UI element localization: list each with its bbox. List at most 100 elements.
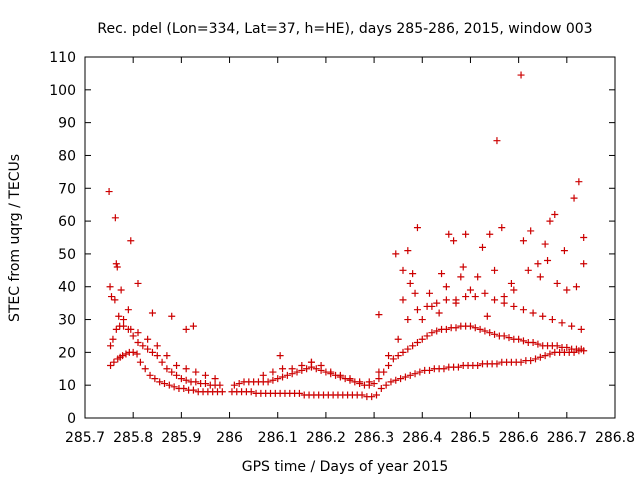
data-point-marker: [541, 240, 549, 248]
data-point-marker: [560, 247, 568, 255]
data-point-marker: [163, 365, 171, 373]
data-point-marker: [148, 309, 156, 317]
data-point-marker: [500, 293, 508, 301]
data-point-marker: [544, 256, 552, 264]
data-point-marker: [399, 266, 407, 274]
data-point-marker: [409, 270, 417, 278]
data-point-marker: [375, 368, 383, 376]
data-point-marker: [151, 375, 159, 383]
data-point-marker: [580, 260, 588, 268]
data-point-marker: [269, 368, 277, 376]
data-point-marker: [575, 178, 583, 186]
data-point-marker: [144, 335, 152, 343]
data-point-marker: [276, 352, 284, 360]
data-point-marker: [546, 350, 554, 358]
data-point-marker: [483, 312, 491, 320]
axis-ticks: 285.7 285.8 285.9 286 286.1 286.2 286.3 286.4 28…: [49, 50, 635, 446]
data-point-marker: [510, 302, 518, 310]
data-point-marker: [173, 371, 181, 379]
data-point-marker: [462, 293, 470, 301]
data-point-marker: [189, 386, 197, 394]
data-point-marker: [389, 355, 397, 363]
data-point-marker: [370, 380, 378, 388]
data-point-marker: [539, 312, 547, 320]
data-point-marker: [442, 325, 450, 333]
data-point-marker: [387, 378, 395, 386]
data-point-marker: [404, 247, 412, 255]
data-point-marker: [416, 368, 424, 376]
y-tick-label: 20: [58, 345, 76, 361]
data-point-marker: [283, 371, 291, 379]
data-point-marker: [392, 376, 400, 384]
data-point-marker: [558, 319, 566, 327]
data-point-marker: [358, 391, 366, 399]
data-point-marker: [409, 342, 417, 350]
data-point-marker: [541, 352, 549, 360]
data-point-marker: [274, 375, 282, 383]
data-point-marker: [527, 357, 535, 365]
data-point-marker: [173, 361, 181, 369]
data-point-marker: [110, 358, 118, 366]
data-point-marker: [399, 296, 407, 304]
data-point-marker: [532, 355, 539, 363]
data-point-marker: [158, 358, 166, 366]
data-point-marker: [134, 279, 142, 287]
data-point-marker: [510, 286, 518, 294]
data-point-marker: [580, 234, 588, 241]
data-point-marker: [529, 339, 537, 347]
data-point-marker: [553, 279, 561, 287]
data-point-marker: [570, 194, 578, 202]
data-point-marker: [346, 375, 354, 383]
data-point-marker: [546, 217, 554, 225]
data-point-marker: [426, 366, 433, 374]
data-point-marker: [120, 316, 128, 324]
data-point-marker: [418, 335, 426, 343]
data-point-marker: [486, 230, 494, 238]
data-point-marker: [168, 312, 176, 320]
data-point-marker: [177, 375, 185, 383]
data-point-marker: [442, 296, 450, 304]
y-axis-label: STEC from uqrg / TECUs: [7, 154, 23, 322]
data-point-marker: [529, 309, 537, 317]
data-point-marker: [264, 378, 272, 386]
data-point-marker: [563, 343, 571, 351]
data-point-marker: [107, 361, 115, 369]
data-point-marker: [111, 296, 119, 304]
data-point-marker: [457, 273, 465, 281]
data-point-marker: [129, 348, 137, 356]
data-point-marker: [134, 329, 142, 337]
y-tick-label: 100: [49, 83, 76, 99]
x-tick-label: 286: [216, 430, 243, 446]
data-point-marker: [156, 378, 164, 386]
data-point-marker: [392, 250, 400, 258]
data-point-marker: [136, 358, 144, 366]
data-point-marker: [119, 352, 127, 360]
data-point-marker: [577, 345, 585, 353]
data-point-marker: [394, 352, 402, 360]
data-point-marker: [106, 283, 114, 291]
data-point-marker: [113, 263, 121, 271]
data-point-marker: [295, 389, 303, 397]
y-tick-label: 30: [58, 313, 76, 329]
data-point-marker: [127, 237, 135, 245]
data-point-marker: [180, 384, 188, 392]
data-point-marker: [404, 316, 412, 324]
data-point-marker: [288, 365, 296, 373]
data-point-marker: [517, 71, 525, 79]
data-point-marker: [519, 237, 527, 245]
data-point-marker: [293, 368, 301, 376]
data-point-marker: [397, 375, 405, 383]
data-point-marker: [317, 361, 325, 369]
data-point-marker: [112, 325, 120, 333]
y-tick-label: 70: [58, 181, 76, 197]
data-point-marker: [551, 211, 559, 219]
y-tick-label: 90: [58, 116, 76, 132]
data-point-marker: [536, 273, 544, 281]
data-point-marker: [401, 373, 409, 381]
y-tick-label: 80: [58, 148, 76, 164]
data-point-marker: [120, 322, 128, 330]
data-point-marker: [368, 393, 376, 401]
data-point-marker: [377, 384, 385, 392]
data-point-marker: [493, 137, 501, 145]
y-tick-label: 10: [58, 378, 76, 394]
